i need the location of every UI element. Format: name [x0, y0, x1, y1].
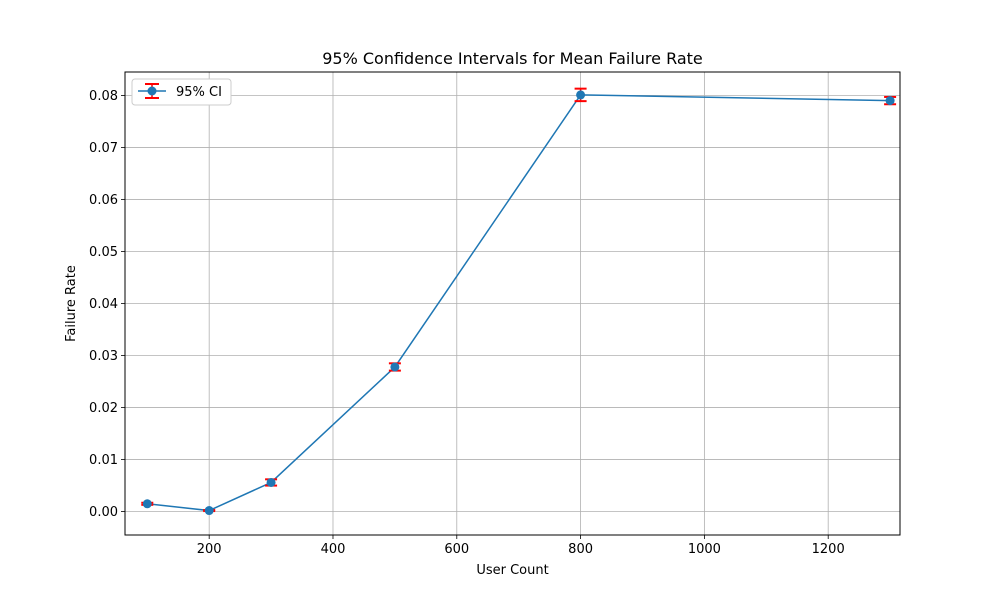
- legend-marker-swatch: [147, 86, 157, 96]
- y-tick-label: 0.06: [89, 193, 118, 208]
- x-tick-label: 400: [321, 542, 346, 557]
- data-point: [142, 499, 152, 509]
- series-line: [147, 94, 891, 512]
- x-axis-label: User Count: [476, 563, 548, 578]
- data-point: [576, 90, 586, 100]
- x-axis-ticks: 200 400 600 800 1000 1200: [197, 535, 845, 557]
- y-tick-label: 0.03: [89, 349, 118, 364]
- y-tick-label: 0.02: [89, 401, 118, 416]
- data-point: [204, 506, 214, 516]
- x-tick-label: 600: [444, 542, 469, 557]
- y-axis-ticks: 0.00 0.01 0.02 0.03 0.04 0.05 0.06 0.07 0.08: [89, 89, 125, 520]
- data-point: [266, 477, 276, 487]
- x-tick-label: 1200: [812, 542, 845, 557]
- y-tick-label: 0.08: [89, 89, 118, 104]
- y-axis-label: Failure Rate: [64, 265, 79, 342]
- y-tick-label: 0.00: [89, 505, 118, 520]
- y-tick-label: 0.01: [89, 453, 118, 468]
- chart-title: 95% Confidence Intervals for Mean Failur…: [322, 49, 703, 68]
- x-tick-label: 1000: [688, 542, 721, 557]
- y-tick-label: 0.04: [89, 297, 118, 312]
- y-tick-label: 0.05: [89, 245, 118, 260]
- x-tick-label: 800: [568, 542, 593, 557]
- series-layer: [141, 87, 897, 516]
- x-tick-label: 200: [197, 542, 222, 557]
- legend-label: 95% CI: [176, 85, 222, 100]
- grid-lines: [125, 72, 900, 535]
- data-point: [390, 362, 400, 372]
- data-point: [885, 96, 895, 106]
- y-tick-label: 0.07: [89, 141, 118, 156]
- legend: 95% CI: [131, 78, 232, 106]
